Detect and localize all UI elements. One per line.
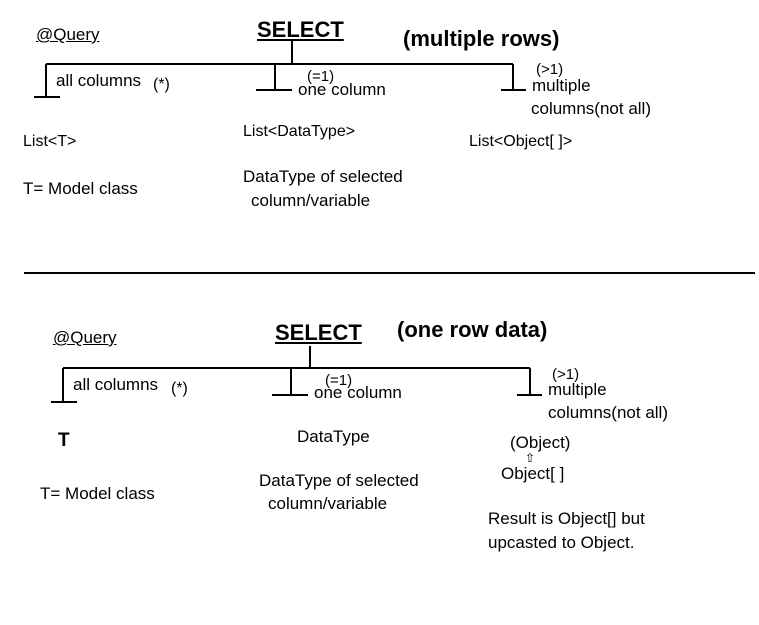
t-type-label: T	[58, 430, 70, 451]
gt1-label-bottom: (>1)	[552, 366, 580, 383]
mode-label-top: (multiple rows)	[403, 26, 560, 51]
eq1-label-bottom: (=1)	[325, 372, 353, 389]
one-column-label-top: one column	[298, 80, 386, 99]
select-keyword-top: SELECT	[257, 17, 344, 42]
list-datatype-label: List<DataType>	[243, 123, 356, 140]
datatype-desc-line2-bottom: column/variable	[268, 494, 388, 513]
object-type-label: (Object)	[510, 433, 571, 452]
star-label-top: (*)	[153, 76, 170, 93]
eq1-label-top: (=1)	[307, 68, 335, 85]
datatype-desc-line2-top: column/variable	[251, 191, 371, 210]
gt1-label-top: (>1)	[536, 61, 564, 78]
star-label-bottom: (*)	[171, 380, 188, 397]
datatype-desc-line1-bottom: DataType of selected	[259, 471, 419, 490]
columns-not-all-label-top: columns(not all)	[531, 99, 651, 118]
object-array-label: Object[ ]	[501, 464, 565, 483]
datatype-label: DataType	[297, 427, 370, 446]
one-column-label-bottom: one column	[314, 383, 402, 402]
columns-not-all-label-bottom: columns(not all)	[548, 403, 668, 422]
t-model-class-bottom: T= Model class	[40, 484, 155, 503]
result-note-line2: upcasted to Object.	[488, 533, 635, 552]
datatype-desc-line1-top: DataType of selected	[243, 167, 403, 186]
multiple-label-top: multiple	[532, 76, 591, 95]
multiple-label-bottom: multiple	[548, 380, 607, 399]
t-model-class-top: T= Model class	[23, 179, 138, 198]
all-columns-label-bottom: all columns	[73, 375, 159, 394]
query-annotation-top: @Query	[36, 25, 100, 44]
select-keyword-bottom: SELECT	[275, 320, 362, 345]
all-columns-label-top: all columns	[56, 71, 142, 90]
list-object-array-label: List<Object[ ]>	[469, 133, 573, 150]
mode-label-bottom: (one row data)	[397, 317, 548, 342]
result-note-line1: Result is Object[] but	[488, 509, 645, 528]
query-annotation-bottom: @Query	[53, 328, 117, 347]
upcast-arrow-icon: ⇧	[525, 451, 536, 465]
list-t-label: List<T>	[23, 133, 77, 150]
